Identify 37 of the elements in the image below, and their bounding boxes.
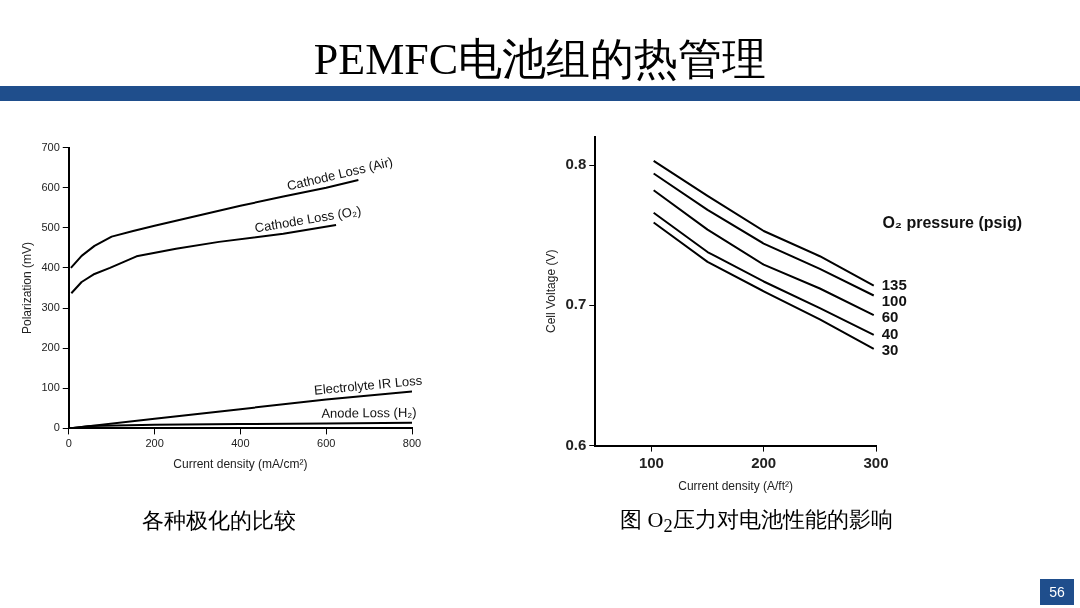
x-tick-label: 200 [145, 437, 164, 450]
legend-title: O₂ pressure (psig) [882, 213, 1022, 231]
x-tick-label: 0 [65, 437, 72, 450]
y-axis-title: Polarization (mV) [19, 241, 34, 335]
x-tick-label: 800 [402, 437, 422, 450]
y-tick-label: 300 [41, 301, 60, 314]
x-axis-title: Current density (A/ft²) [678, 479, 793, 494]
x-axis-title: Current density (mA/cm²) [173, 457, 308, 472]
x-tick-label: 400 [231, 437, 250, 450]
text: 56 [1040, 579, 1074, 605]
y-tick-label: 100 [41, 381, 60, 394]
series-label: 100 [881, 291, 907, 309]
series-label: 30 [881, 340, 899, 358]
x-tick-label: 300 [863, 453, 889, 471]
series-label: 40 [881, 324, 899, 342]
x-tick-label: 600 [317, 437, 336, 450]
y-tick-label: 500 [41, 220, 60, 233]
y-tick-label: 0.7 [565, 295, 587, 313]
y-tick-label: 0.8 [565, 155, 587, 173]
y-tick-label: 600 [41, 180, 60, 193]
text: 图 O$_{2}$压力对电池性能的影响 [620, 506, 893, 538]
x-tick-label: 200 [751, 453, 777, 471]
y-tick-label: 200 [41, 341, 60, 354]
series-label: Anode Loss (H₂) [321, 404, 417, 421]
text: Cathode Loss (O₂) [253, 202, 363, 236]
text: PEMFC电池组的热管理 [312, 34, 768, 86]
y-tick-label: 0 [53, 421, 60, 434]
y-tick-label: 400 [41, 260, 60, 273]
y-axis-title: Cell Voltage (V) [543, 249, 558, 333]
text: Electrolyte IR Loss [313, 372, 424, 398]
text: Cathode Loss (Air) [285, 153, 395, 194]
x-tick-label: 100 [638, 453, 664, 471]
y-tick-label: 0.6 [565, 435, 587, 453]
text: 各种极化的比较 [142, 507, 296, 535]
series-label: 60 [881, 307, 899, 325]
series-label: 135 [881, 275, 907, 293]
y-tick-label: 700 [41, 140, 60, 153]
